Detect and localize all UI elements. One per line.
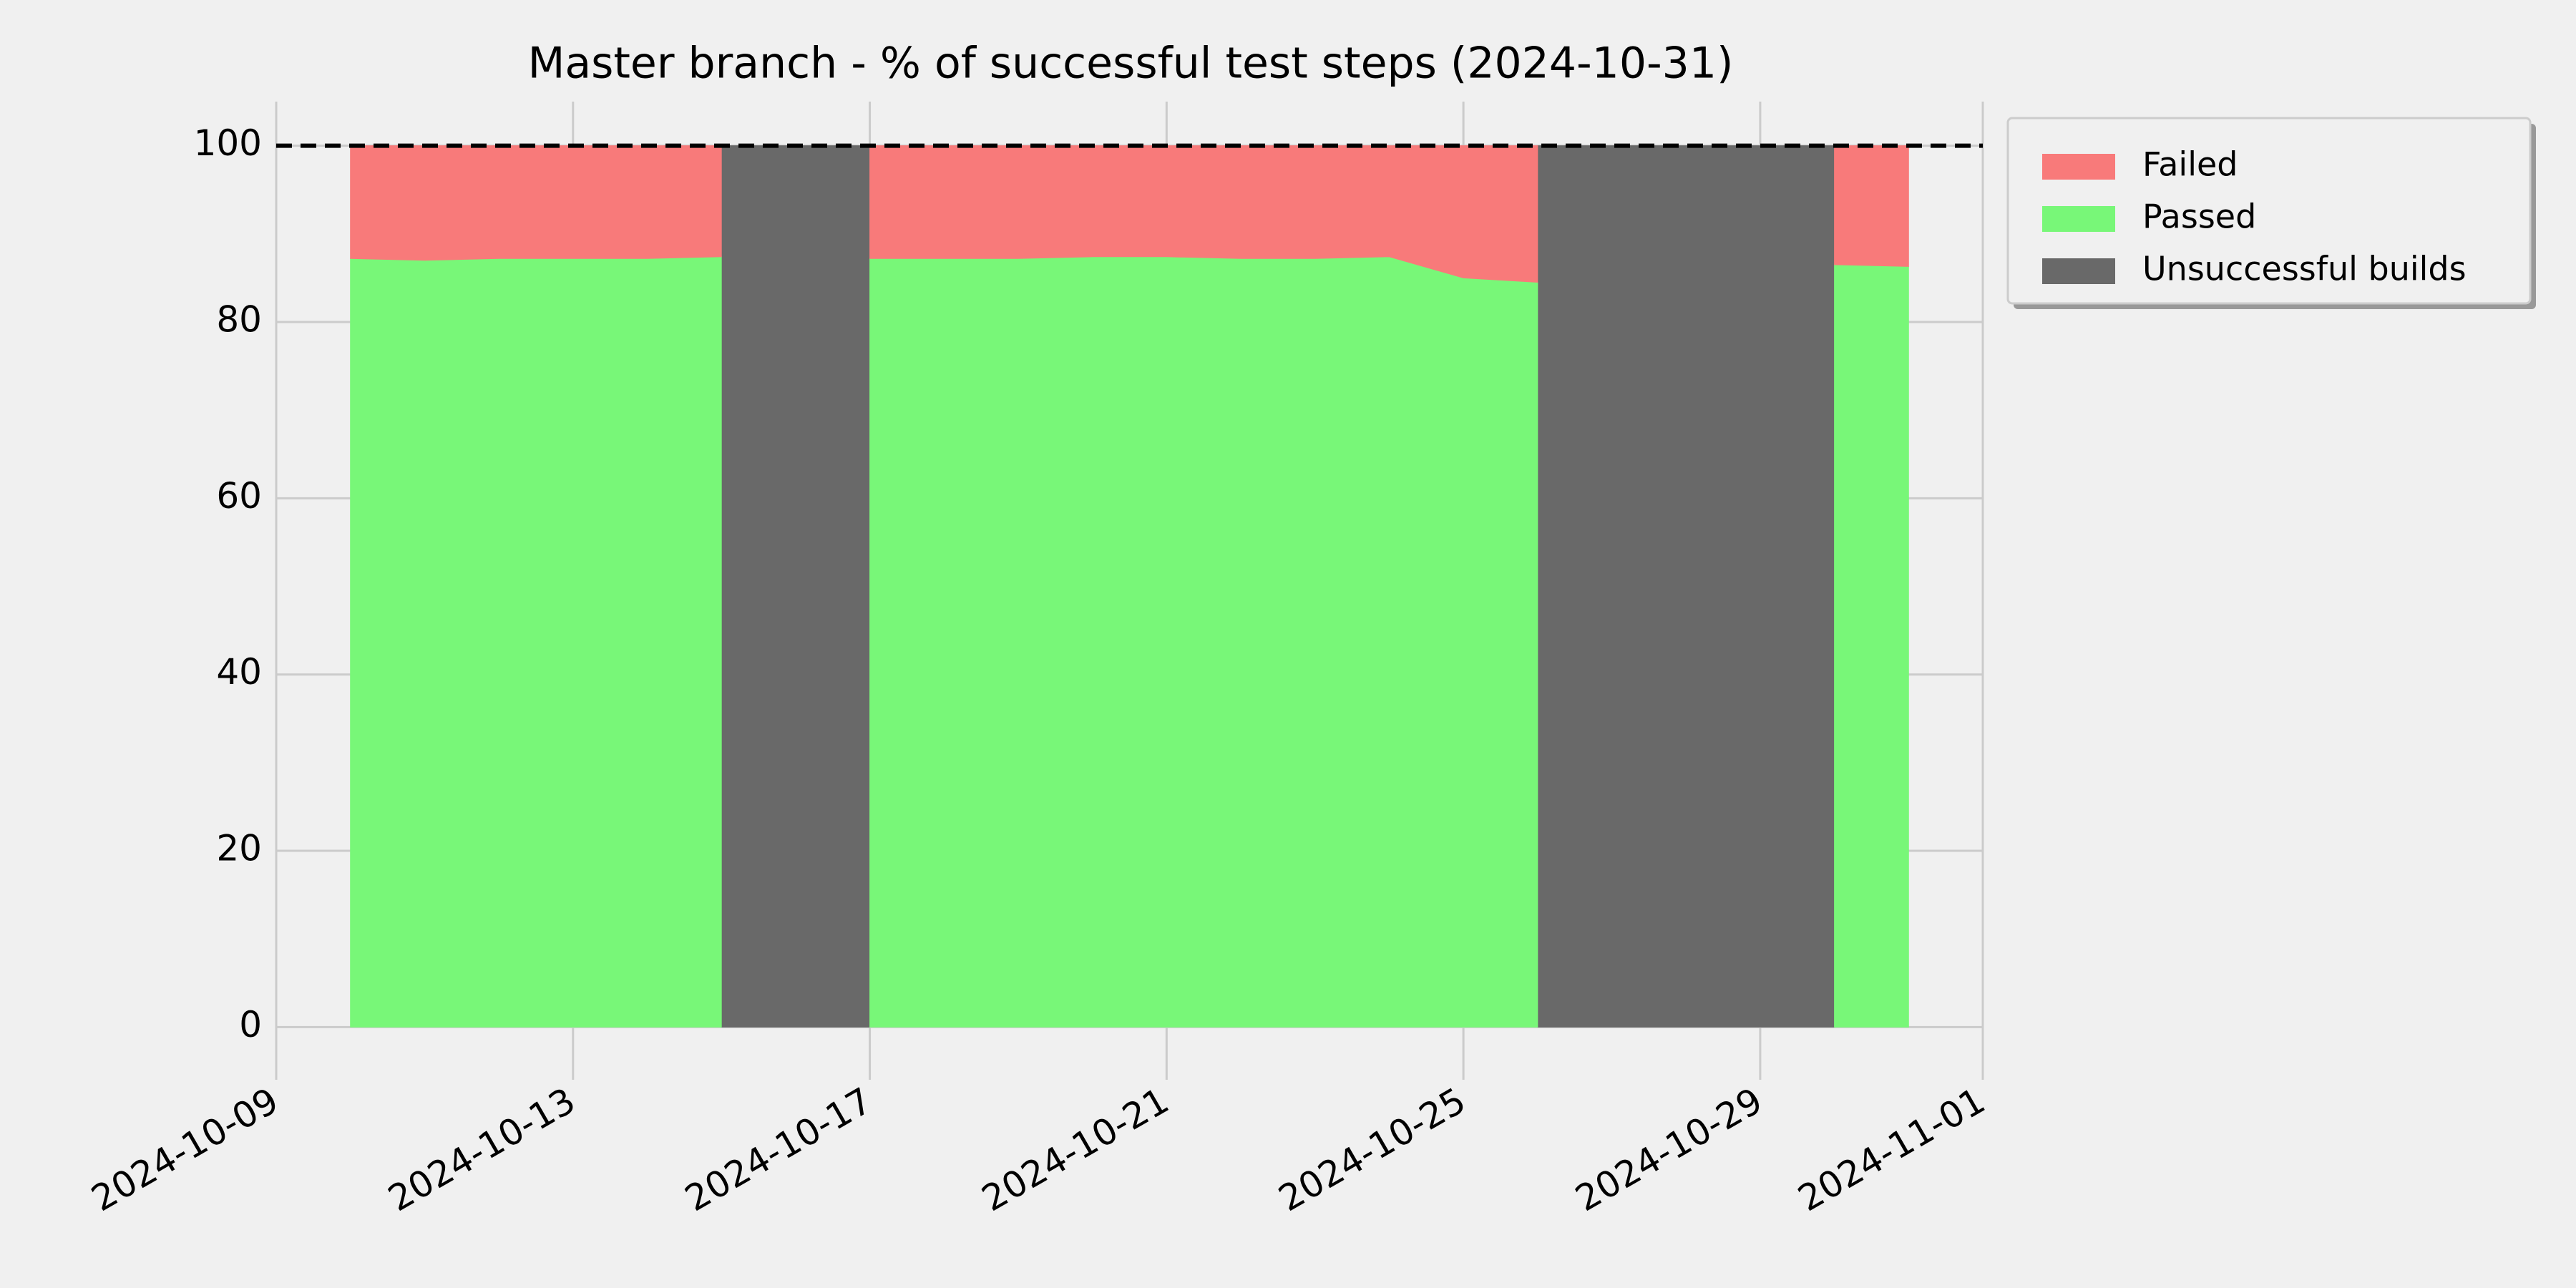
chart-title: Master branch - % of successful test ste…	[528, 39, 1734, 89]
legend-label: Unsuccessful builds	[2142, 250, 2467, 288]
y-tick-label: 80	[216, 298, 262, 340]
legend-swatch	[2042, 154, 2115, 180]
y-tick-label: 20	[216, 828, 262, 869]
area	[350, 145, 722, 261]
y-tick-label: 100	[194, 122, 262, 164]
area	[350, 256, 722, 1028]
area	[721, 145, 871, 1028]
legend-box	[2006, 117, 2532, 305]
legend-label: Passed	[2142, 197, 2256, 236]
area	[869, 256, 1538, 1028]
legend-swatch	[2042, 206, 2115, 232]
legend-swatch	[2042, 258, 2115, 284]
area	[1834, 264, 1909, 1028]
y-tick-label: 40	[216, 651, 262, 693]
y-tick-label: 0	[239, 1004, 262, 1045]
area	[1834, 145, 1909, 267]
legend-label: Failed	[2142, 145, 2238, 184]
y-tick-label: 60	[216, 475, 262, 517]
area	[1537, 145, 1835, 1028]
